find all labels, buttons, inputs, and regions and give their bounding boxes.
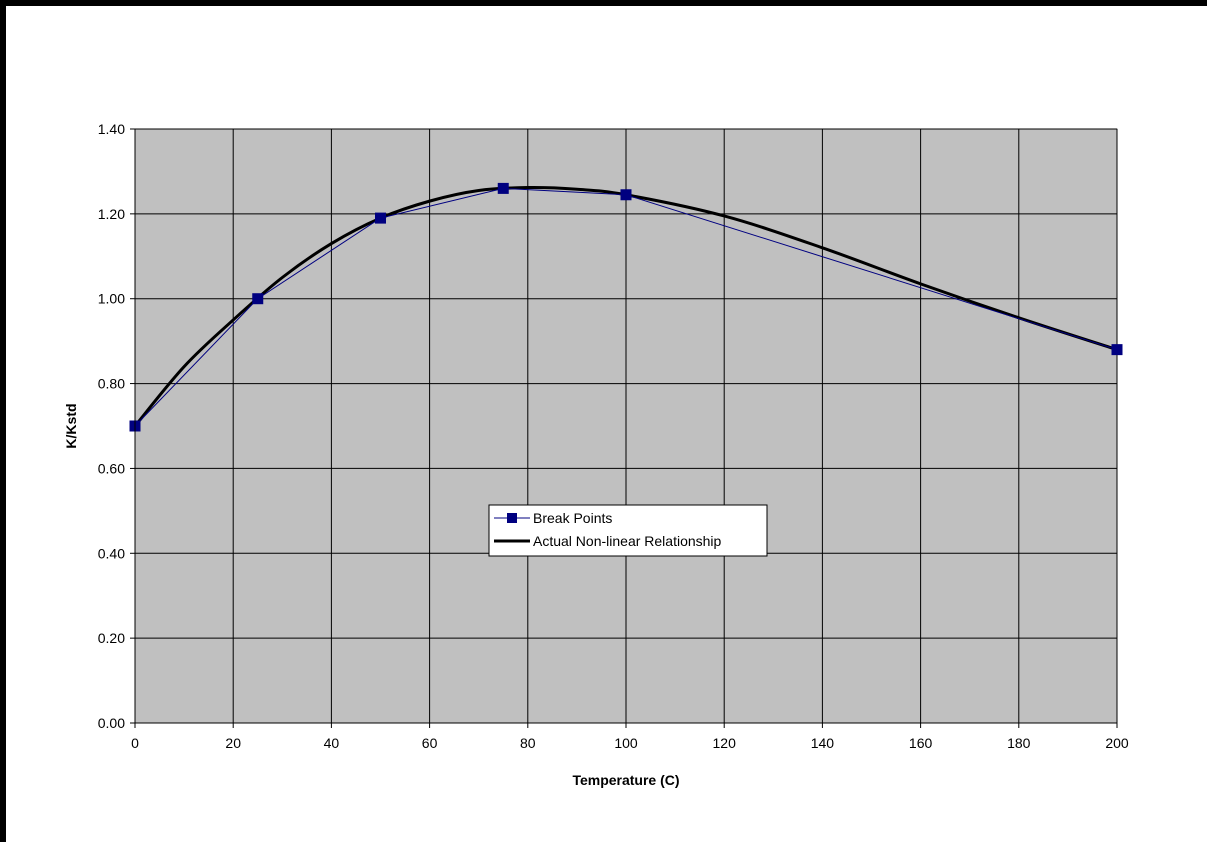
x-tick-label: 20 [225, 735, 241, 751]
x-tick-label: 60 [422, 735, 438, 751]
legend: Break Points Actual Non-linear Relations… [488, 504, 768, 557]
y-tick-label: 1.40 [98, 121, 125, 137]
series-layer [129, 182, 1123, 432]
break-point-marker [1111, 344, 1123, 356]
y-tick-label: 0.20 [98, 630, 125, 646]
break-point-marker [252, 293, 264, 305]
plot-area [134, 128, 1118, 724]
y-tick-label: 1.20 [98, 206, 125, 222]
y-tick-label: 1.00 [98, 291, 125, 307]
y-axis-title: K/Kstd [63, 403, 79, 448]
x-tick-label: 100 [614, 735, 638, 751]
x-tick-label: 160 [909, 735, 933, 751]
x-tick-label: 200 [1105, 735, 1129, 751]
y-tick-label: 0.80 [98, 376, 125, 392]
x-tick-label: 120 [713, 735, 737, 751]
break-point-marker [375, 212, 386, 224]
legend-label-break-points: Break Points [533, 510, 612, 526]
series-break-points-line [134, 187, 1118, 427]
x-axis-title: Temperature (C) [572, 772, 679, 788]
x-tick-label: 0 [131, 735, 139, 751]
y-tick-label: 0.40 [98, 545, 125, 561]
break-point-marker [497, 182, 509, 194]
x-tick-label: 140 [811, 735, 835, 751]
legend-label-actual-relationship: Actual Non-linear Relationship [533, 533, 722, 549]
y-tick-label: 0.00 [98, 715, 125, 731]
break-point-marker [620, 189, 632, 201]
legend-box [488, 504, 768, 557]
x-tick-label: 180 [1007, 735, 1031, 751]
x-tick-label: 80 [520, 735, 536, 751]
axis-layer: 0.00 0.20 0.40 0.60 0.80 1.00 1.20 1.40 0 20 40 60 8… [98, 121, 1129, 751]
legend-marker-break-points [507, 513, 517, 523]
x-tick-label: 40 [324, 735, 340, 751]
y-tick-label: 0.60 [98, 460, 125, 476]
